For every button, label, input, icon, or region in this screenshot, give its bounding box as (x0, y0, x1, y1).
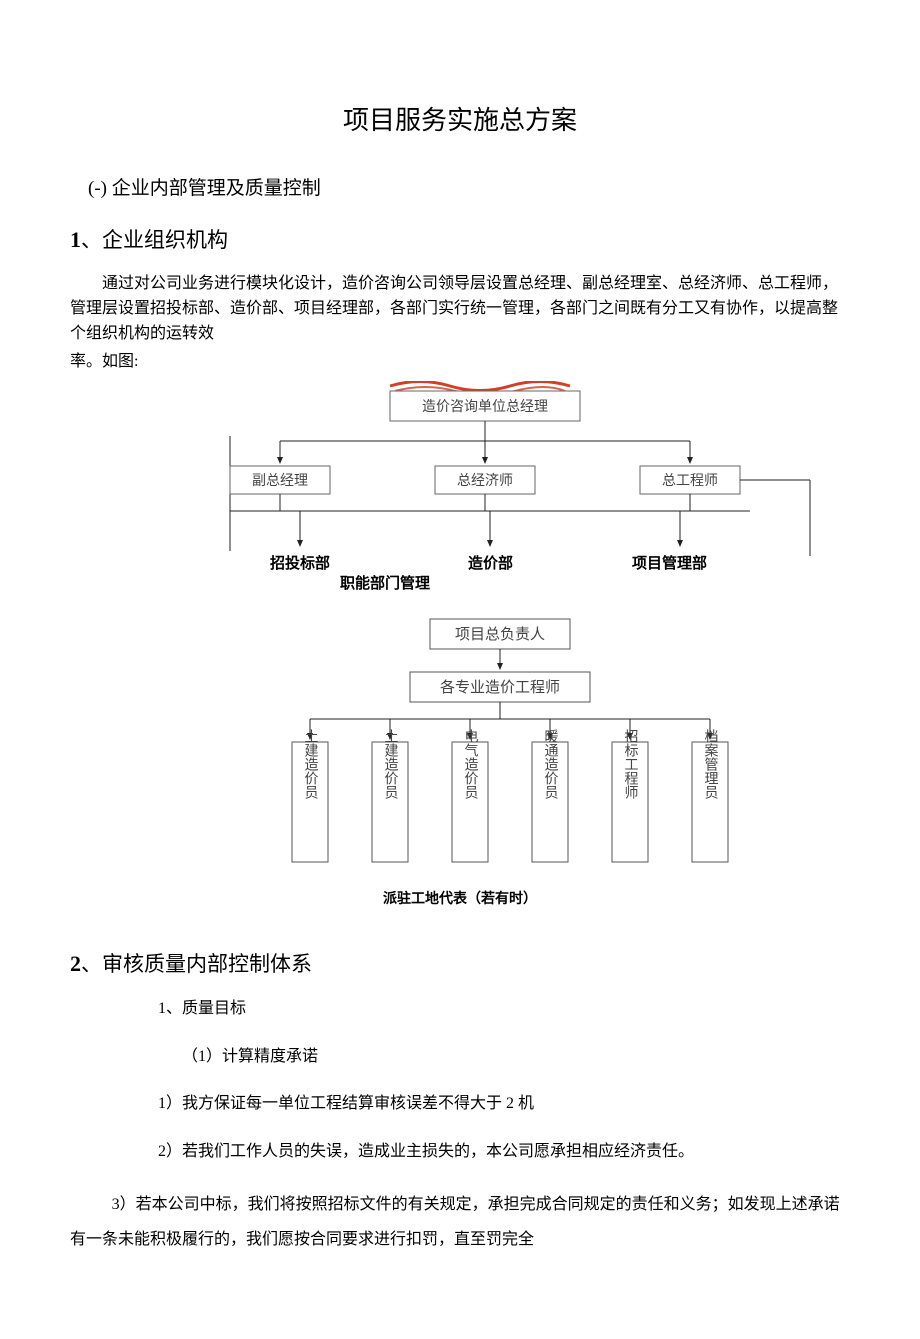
chart2-caption: 派驻工地代表（若有时） (70, 888, 850, 908)
chart2-leaf-0: 土建造价员 (292, 729, 328, 862)
chart1-dept-1: 造价部 (468, 552, 513, 573)
chart2-leaf-4: 招标工程师 (612, 729, 648, 862)
chart2-leaf-3: 暖通造价员 (532, 729, 568, 862)
svg-text:土建造价员: 土建造价员 (383, 729, 399, 799)
list-item-1: 1、质量目标 (158, 996, 850, 1022)
chart1-top-box: 造价咨询单位总经理 (422, 399, 548, 415)
chart1-dept-row: 招投标部 造价部 项目管理部 职能部门管理 (70, 552, 850, 596)
list-item-2: （1）计算精度承诺 (182, 1044, 850, 1070)
chart2-leaf-5: 档案管理员 (692, 729, 728, 862)
chart2-leaf-2: 电气造价员 (452, 729, 488, 862)
chart2-leaf-1: 土建造价员 (372, 729, 408, 862)
list-item-3: 1）我方保证每一单位工程结算审核误差不得大于 2 机 (158, 1091, 850, 1117)
org-chart-1: 造价咨询单位总经理 副总经理 总经济师 总工程师 (70, 381, 850, 596)
chart1-dept-caption: 职能部门管理 (340, 572, 430, 593)
org-chart-2: 项目总负责人 各专业造价工程师 土建造价员 土建造价员 (70, 614, 850, 908)
chart1-dept-2: 项目管理部 (632, 552, 707, 573)
intro-paragraph: 通过对公司业务进行模块化设计，造价咨询公司领导层设置总经理、副总经理室、总经济师… (70, 272, 850, 346)
section-heading-1: (-) 企业内部管理及质量控制 (88, 173, 850, 200)
heading-text: 企业组织机构 (102, 228, 228, 252)
svg-text:暖通造价员: 暖通造价员 (543, 729, 559, 799)
chart1-dept-0: 招投标部 (270, 552, 330, 573)
list-item-5: 3）若本公司中标，我们将按照招标文件的有关规定，承担完成合同规定的责任和义务；如… (70, 1187, 850, 1257)
heading2-text: 审核质量内部控制体系 (102, 952, 312, 976)
intro-paragraph-tail: 率。如图: (70, 350, 850, 375)
heading2-sep: 、 (81, 952, 102, 976)
heading2-number: 2 (70, 951, 81, 976)
heading-number: 1 (70, 227, 81, 252)
chart1-mid-2: 总工程师 (662, 473, 718, 489)
svg-text:招标工程师: 招标工程师 (623, 729, 639, 799)
chart2-mid: 各专业造价工程师 (440, 679, 560, 696)
heading-quality-control: 2、审核质量内部控制体系 (70, 948, 850, 978)
heading-sep: 、 (81, 228, 102, 252)
chart2-top: 项目总负责人 (455, 626, 545, 643)
svg-text:电气造价员: 电气造价员 (463, 729, 479, 799)
document-title: 项目服务实施总方案 (70, 100, 850, 137)
heading-org-structure: 1、企业组织机构 (70, 224, 850, 254)
svg-text:档案管理员: 档案管理员 (703, 729, 719, 799)
chart1-mid-1: 总经济师 (457, 473, 513, 489)
chart1-mid-0: 副总经理 (252, 473, 308, 489)
svg-text:土建造价员: 土建造价员 (303, 729, 319, 799)
list-item-4: 2）若我们工作人员的失误，造成业主损失的，本公司愿承担相应经济责任。 (158, 1139, 850, 1165)
